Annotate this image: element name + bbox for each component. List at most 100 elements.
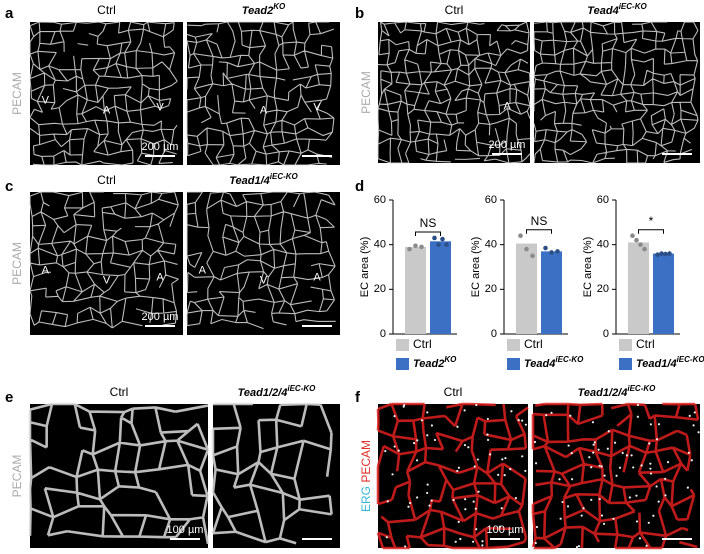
- significance-label: NS: [531, 214, 548, 228]
- legend-swatch: [507, 339, 520, 351]
- y-tick-label: 0: [380, 328, 386, 340]
- nucleus: [649, 467, 652, 470]
- legend-label: Tead4iEC-KO: [524, 355, 584, 370]
- nucleus: [590, 498, 593, 501]
- nucleus: [590, 466, 593, 469]
- nucleus: [607, 430, 610, 433]
- vessel-annotation: V: [103, 275, 111, 287]
- data-point: [518, 233, 523, 239]
- nucleus: [575, 545, 579, 549]
- nucleus: [664, 494, 667, 497]
- nucleus: [503, 474, 506, 477]
- nucleus: [598, 464, 601, 467]
- nucleus: [416, 496, 419, 499]
- nucleus: [464, 508, 467, 511]
- data-point: [530, 253, 535, 259]
- nucleus: [464, 498, 467, 501]
- nucleus: [407, 505, 410, 508]
- nucleus: [593, 441, 596, 444]
- nucleus: [606, 447, 609, 450]
- panel-label: b: [355, 5, 364, 22]
- legend-label-base: Ctrl: [524, 337, 543, 351]
- image-title-base: Tead1/2/4: [578, 387, 628, 399]
- nucleus: [412, 442, 416, 445]
- image-title: Ctrl: [97, 3, 116, 17]
- image-title: Tead1/4iEC-KO: [229, 172, 298, 187]
- nucleus: [501, 458, 504, 461]
- bar: [405, 246, 426, 334]
- nucleus: [657, 423, 661, 426]
- nucleus: [475, 528, 478, 531]
- image-title-base: Ctrl: [97, 173, 116, 187]
- nucleus: [655, 438, 659, 441]
- panel-label: d: [355, 178, 364, 195]
- nucleus: [588, 456, 591, 459]
- y-label: PECAM: [10, 242, 24, 285]
- y-tick-label: 40: [485, 239, 497, 251]
- nucleus: [452, 498, 455, 502]
- image-title: Tead1/2/4iEC-KO: [238, 384, 317, 399]
- nucleus: [393, 415, 396, 418]
- legend-label: Tead2KO: [413, 355, 457, 370]
- nucleus: [569, 414, 572, 417]
- nucleus: [500, 507, 503, 510]
- legend-label-base: Tead1/4: [636, 358, 677, 370]
- vessels: [531, 402, 700, 550]
- legend-swatch: [396, 358, 409, 370]
- image-title: Tead2KO: [242, 2, 286, 17]
- nucleus: [457, 520, 460, 523]
- micrograph: [187, 22, 340, 165]
- nucleus: [459, 537, 462, 541]
- vessels: [211, 402, 333, 545]
- nucleus: [615, 474, 618, 477]
- y-label-part: PECAM: [359, 440, 373, 483]
- y-tick-label: 40: [374, 239, 386, 251]
- nucleus: [486, 438, 490, 442]
- data-point: [659, 251, 664, 256]
- image-title: Tead1/2/4iEC-KO: [578, 384, 657, 399]
- scale-label: 200 µm: [142, 311, 179, 323]
- nucleus: [472, 540, 475, 543]
- nucleus: [638, 537, 642, 540]
- image-title: Tead4iEC-KO: [587, 2, 647, 17]
- nucleus: [618, 466, 622, 469]
- nucleus: [481, 540, 484, 543]
- y-tick-label: 20: [485, 283, 497, 295]
- legend-label-base: Ctrl: [636, 337, 655, 351]
- nucleus: [454, 540, 457, 543]
- nucleus: [408, 501, 412, 505]
- data-point: [413, 243, 418, 249]
- y-label: ERG PECAM: [359, 440, 373, 512]
- nucleus: [635, 520, 639, 523]
- nucleus: [600, 514, 604, 517]
- image-title-base: Ctrl: [97, 3, 116, 17]
- y-tick-label: 20: [597, 283, 609, 295]
- nucleus: [591, 421, 595, 424]
- bar: [541, 251, 562, 334]
- vessel-network: [186, 21, 335, 166]
- vessel-network: [29, 21, 178, 166]
- nucleus: [473, 465, 476, 468]
- vessel-network: [531, 402, 700, 550]
- nucleus: [613, 441, 617, 444]
- y-label: PECAM: [10, 455, 24, 498]
- image-title-sup: KO: [273, 2, 286, 11]
- nucleus: [426, 483, 429, 486]
- nucleus: [404, 545, 407, 548]
- nucleus: [693, 411, 696, 414]
- nucleus: [463, 443, 467, 447]
- bar: [628, 242, 649, 334]
- image-title-base: Tead4: [587, 5, 618, 17]
- legend-swatch: [619, 339, 632, 351]
- legend-label-base: Tead2: [413, 358, 444, 370]
- vessels: [29, 191, 179, 329]
- vessel-annotation: V: [156, 102, 164, 114]
- nucleus: [486, 433, 489, 436]
- nucleus: [475, 403, 478, 407]
- nucleus: [559, 517, 562, 520]
- vessel-annotation: A: [313, 272, 321, 284]
- data-point: [642, 246, 647, 252]
- image-title-base: Tead2: [242, 5, 273, 17]
- nucleus: [403, 403, 406, 407]
